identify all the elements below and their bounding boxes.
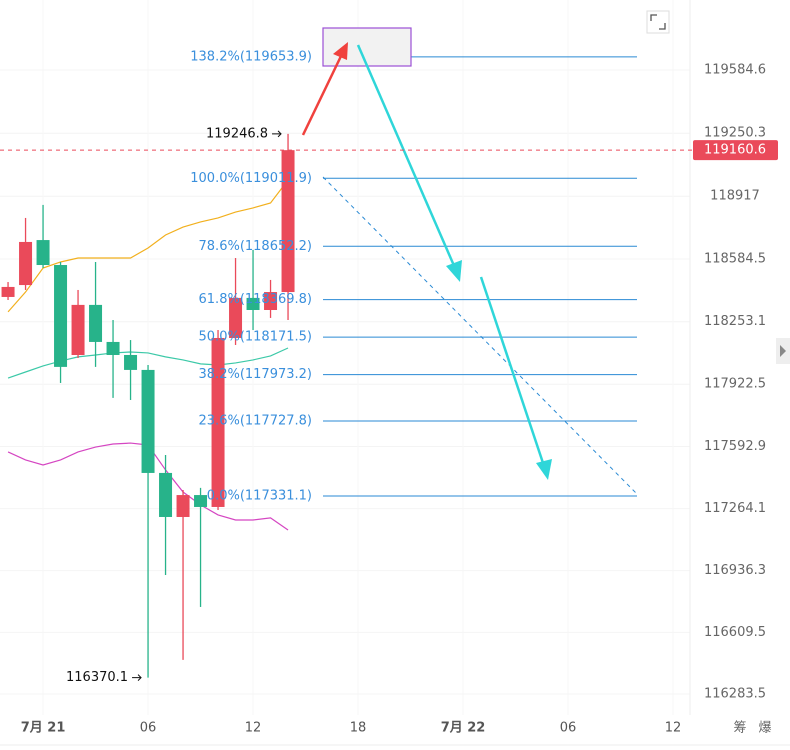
low-label: 116370.1 — [66, 670, 128, 685]
y-tick-label: 116936.3 — [704, 563, 766, 578]
trend-dashed — [322, 176, 638, 495]
y-tick-label: 116283.5 — [704, 687, 766, 702]
side-tab[interactable] — [776, 338, 790, 364]
candle-body — [54, 265, 68, 367]
fib-label: 38.2%(117973.2) — [199, 367, 312, 382]
x-tick-label: 18 — [350, 721, 367, 736]
red-arrow — [301, 42, 348, 136]
candle-body — [1, 286, 15, 297]
last-price-label: 119160.6 — [704, 143, 766, 158]
plot — [1, 56, 637, 678]
candle-body — [106, 341, 120, 355]
candle-body — [194, 495, 208, 507]
candle-body — [246, 297, 260, 311]
high-label: 119246.8 — [206, 126, 268, 141]
fib-label: 78.6%(118652.2) — [199, 239, 312, 254]
toolbar-button[interactable]: 筹 — [733, 720, 746, 736]
candle-body — [229, 297, 243, 338]
fib-label: 100.0%(119011.9) — [190, 171, 312, 186]
candle-body — [141, 369, 155, 473]
overlay: 119584.6 119250.3 118917 118584.5 118253.1 11… — [0, 49, 778, 736]
x-tick-label: 06 — [560, 721, 577, 736]
y-tick-label: 118253.1 — [704, 314, 766, 329]
grid — [0, 69, 690, 695]
y-tick-label: 118584.5 — [704, 252, 766, 267]
candle-body — [124, 354, 138, 370]
candle-body — [71, 304, 85, 355]
target-box — [322, 27, 412, 67]
candle-body — [281, 150, 295, 293]
x-tick-label: 06 — [140, 721, 157, 736]
fib-label: 0.0%(117331.1) — [207, 488, 312, 503]
fib-label: 61.8%(118369.8) — [199, 292, 312, 307]
y-tick-label: 117592.9 — [704, 439, 766, 454]
last-price-tag — [693, 140, 778, 161]
x-tick-label: 7月 21 — [21, 721, 66, 736]
x-tick-label: 7月 22 — [441, 721, 486, 736]
fib-label: 23.6%(117727.8) — [199, 413, 312, 428]
candle-body — [211, 337, 225, 507]
y-tick-label: 119584.6 — [704, 63, 766, 78]
candle-body — [159, 472, 173, 517]
candle-body — [264, 292, 278, 311]
fib-label: 50.0%(118171.5) — [199, 330, 312, 345]
fib-label: 138.2%(119653.9) — [190, 49, 312, 64]
candle-body — [36, 240, 50, 266]
candle-body — [176, 495, 190, 517]
y-tick-label: 117922.5 — [704, 377, 766, 392]
cyan-arrow — [356, 44, 462, 282]
y-tick-label: 119250.3 — [704, 126, 766, 141]
x-tick-label: 12 — [665, 721, 682, 736]
x-tick-label: 12 — [245, 721, 262, 736]
candle-body — [19, 241, 33, 286]
moving-average — [7, 179, 289, 313]
low-pointer — [132, 674, 142, 681]
candle-body — [89, 304, 103, 342]
high-pointer — [272, 130, 282, 138]
y-tick-label: 117264.1 — [704, 501, 766, 516]
y-tick-label: 118917 — [710, 189, 760, 204]
expand-icon[interactable] — [646, 10, 670, 34]
toolbar-button[interactable]: 爆 — [758, 721, 771, 736]
cyan-arrow — [479, 276, 552, 480]
y-tick-label: 116609.5 — [704, 625, 766, 640]
